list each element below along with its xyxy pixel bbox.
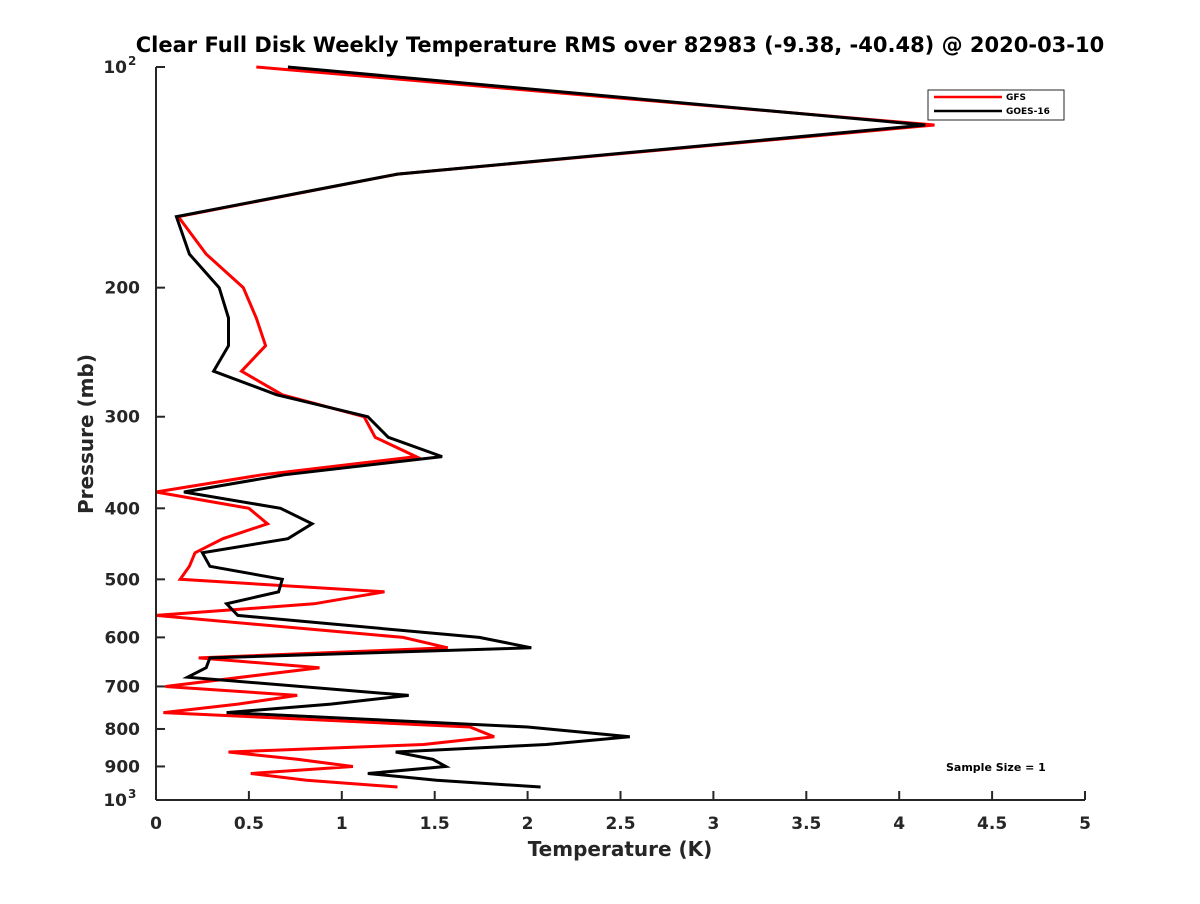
y-tick-label: 600 — [105, 628, 141, 648]
chart-title: Clear Full Disk Weekly Temperature RMS o… — [136, 33, 1104, 57]
x-tick-label: 2.5 — [605, 814, 635, 834]
x-tick-label: 5 — [1079, 814, 1091, 834]
x-axis-label: Temperature (K) — [528, 837, 713, 861]
legend-label-goes16: GOES-16 — [1006, 107, 1050, 117]
y-tick-label: 300 — [105, 408, 141, 428]
legend-label-gfs: GFS — [1006, 93, 1026, 103]
x-tick-label: 1 — [336, 814, 348, 834]
sample-size-annotation: Sample Size = 1 — [946, 761, 1046, 774]
x-tick-label: 0.5 — [234, 814, 264, 834]
y-tick-label: 10 — [103, 58, 127, 78]
x-tick-label: 3 — [707, 814, 719, 834]
y-tick-label: 900 — [105, 757, 141, 777]
y-tick-label: 200 — [105, 279, 141, 299]
series-line-goes16 — [174, 65, 926, 789]
y-axis-label: Pressure (mb) — [74, 354, 98, 514]
x-tick-label: 2 — [522, 814, 534, 834]
y-tick-label: 500 — [105, 570, 141, 590]
x-tick-label: 0 — [150, 814, 162, 834]
series-layer — [155, 65, 935, 789]
y-tick-label: 800 — [105, 720, 141, 740]
y-tick-label: 10 — [103, 791, 127, 811]
y-tick-exponent: 3 — [128, 787, 136, 801]
y-tick-exponent: 2 — [128, 54, 136, 68]
legend-box — [927, 89, 1065, 121]
x-tick-label: 1.5 — [420, 814, 450, 834]
y-tick-label: 400 — [105, 499, 141, 519]
x-tick-label: 4.5 — [977, 814, 1007, 834]
series-line-gfs — [155, 65, 935, 789]
axes-layer: 0 0.5 1 1.5 2 2.5 3 3.5 4 4.5 510 22003004005006007… — [103, 54, 1091, 834]
y-tick-label: 700 — [105, 677, 141, 697]
legend: GFS GOES-16 — [927, 89, 1065, 121]
x-tick-label: 4 — [893, 814, 905, 834]
x-tick-label: 3.5 — [791, 814, 821, 834]
